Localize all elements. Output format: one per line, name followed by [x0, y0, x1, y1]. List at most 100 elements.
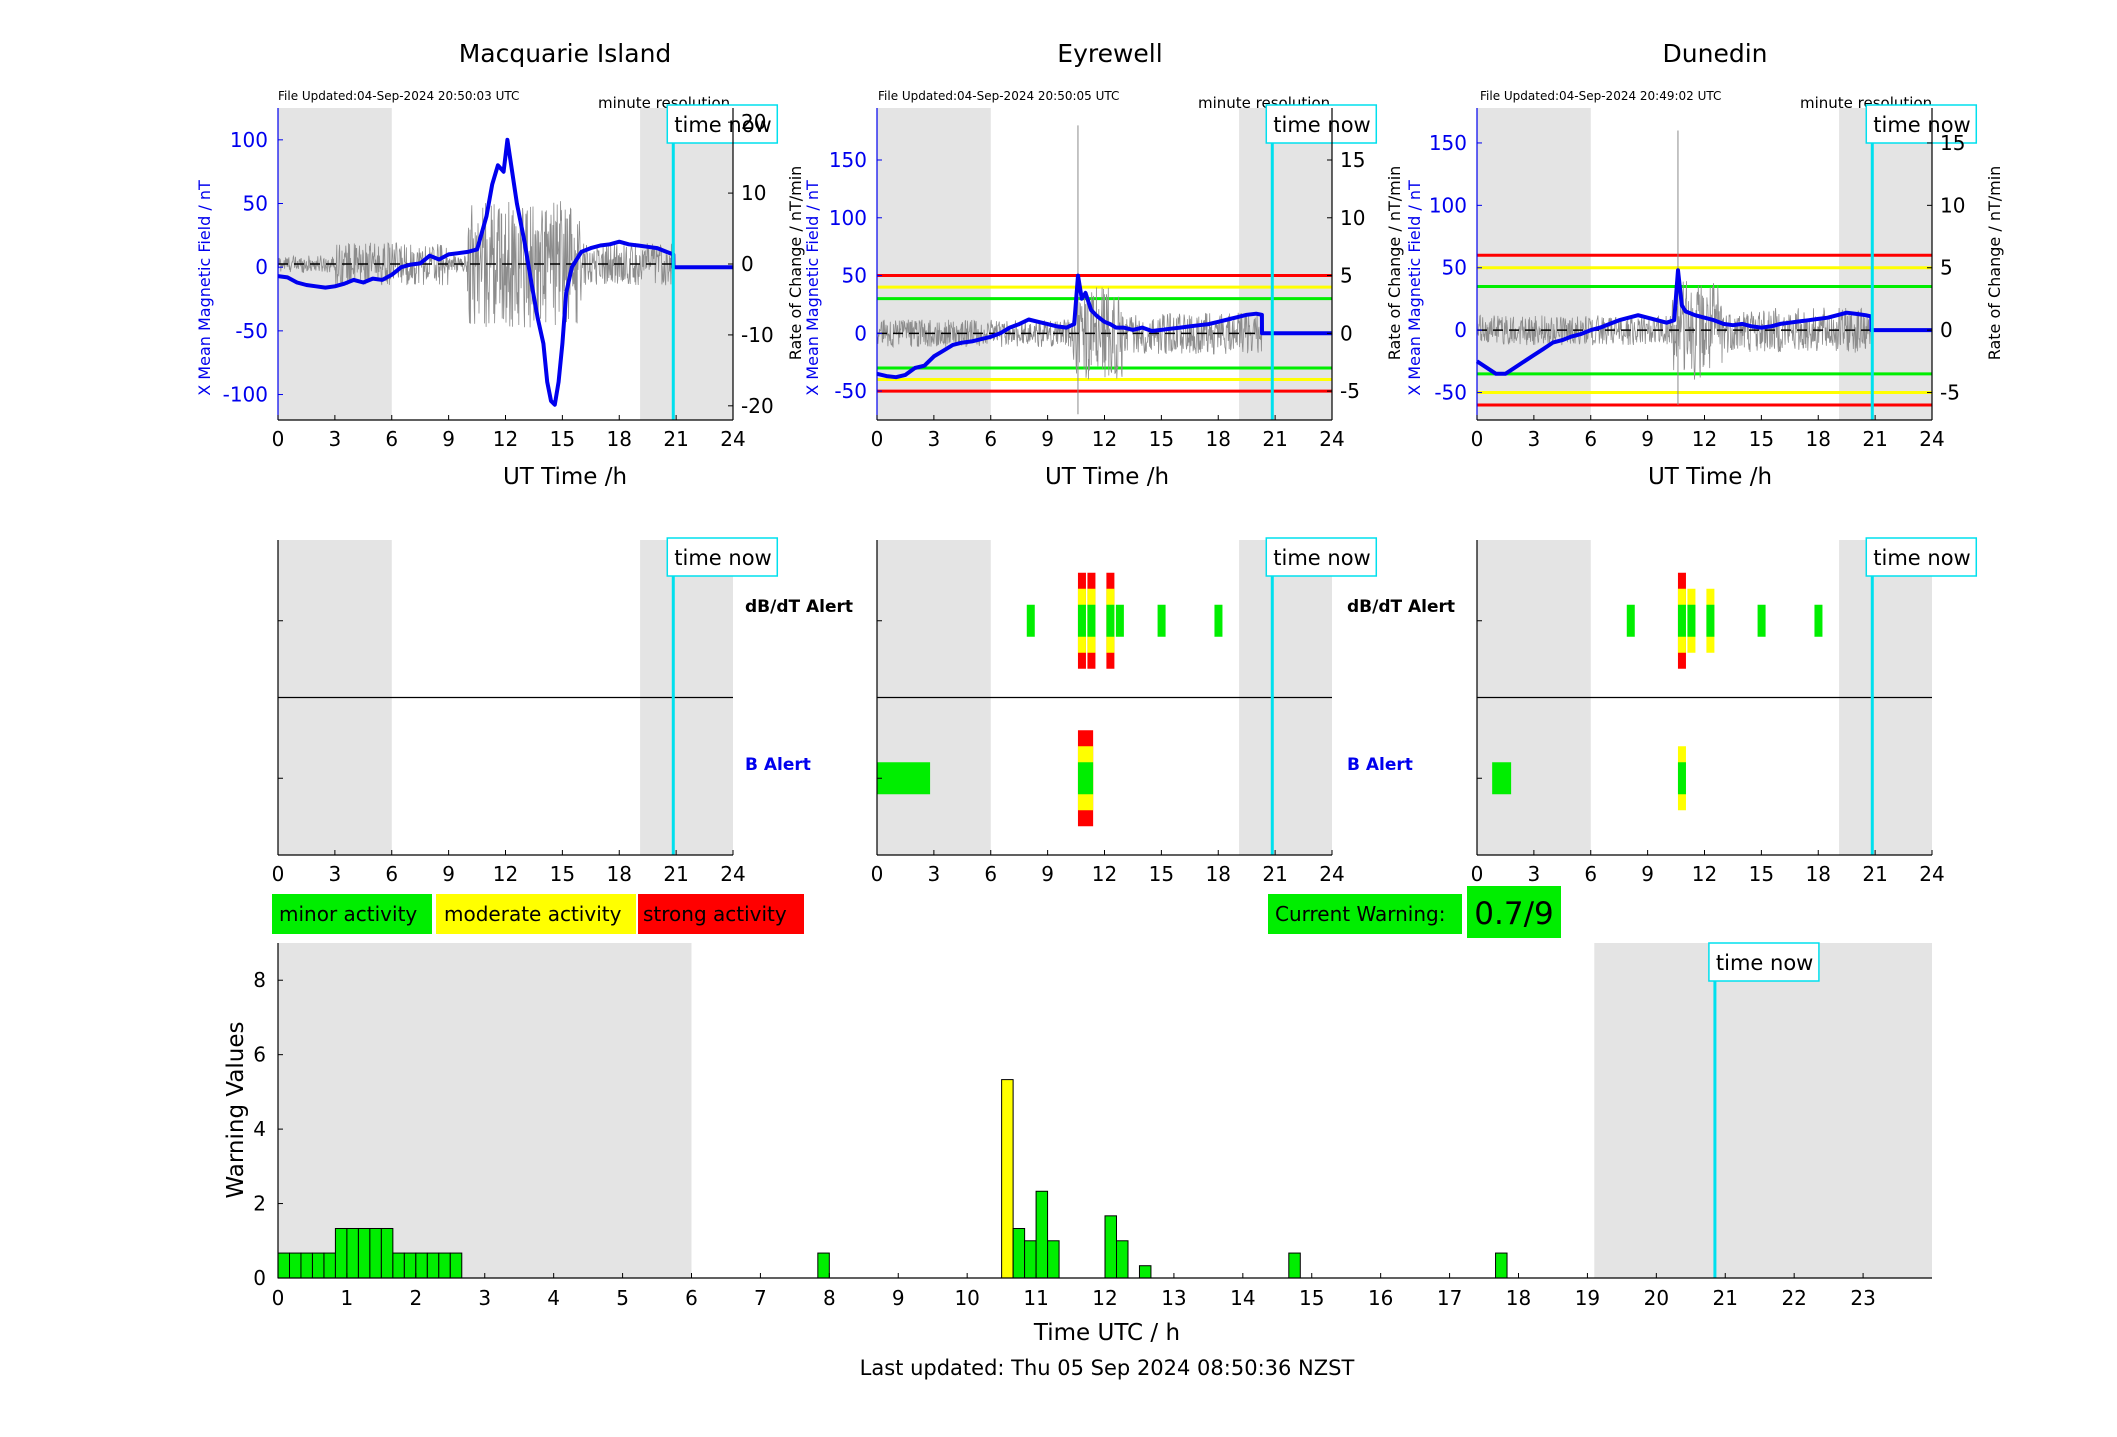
warning-bar — [438, 1252, 451, 1279]
file-updated-eyrewell: File Updated:04-Sep-2024 20:50:05 UTC — [878, 89, 1119, 103]
y-tick-label-right: 10 — [1940, 193, 1965, 217]
time-now-box — [1265, 537, 1378, 577]
y-tick-label-right: 0 — [1340, 321, 1353, 345]
x-tick-label: 0 — [1471, 862, 1484, 886]
ylabel-left-dunedin: X Mean Magnetic Field / nT — [1405, 180, 1424, 396]
x-tick-label: 20 — [1644, 1286, 1669, 1310]
current-warning-label-box — [1268, 894, 1462, 934]
alert-plot-macquarie: time now 0 3 6 9 12 15 18 21 24 — [272, 537, 779, 886]
night-shade — [877, 108, 991, 420]
alert-mark — [1077, 604, 1086, 637]
warning-bar — [277, 1252, 290, 1279]
warning-bar — [403, 1252, 417, 1279]
x-tick-label: 19 — [1575, 1286, 1600, 1310]
warning-bar — [357, 1227, 371, 1279]
warning-bar — [817, 1252, 830, 1279]
warning-bar — [300, 1252, 313, 1279]
time-now-box — [1265, 104, 1378, 144]
x-tick-label: 12 — [1692, 862, 1717, 886]
alert-mark — [877, 762, 931, 795]
x-tick-label: 15 — [1299, 1286, 1324, 1310]
x-tick-label: 3 — [329, 862, 342, 886]
x-tick-label: 12 — [1092, 1286, 1117, 1310]
y-tick-label-right: -20 — [741, 394, 774, 418]
x-tick-label: 11 — [1023, 1286, 1048, 1310]
b-alert-label-2: B Alert — [1347, 755, 1413, 775]
x-tick-label: 3 — [928, 427, 941, 451]
current-warning-label: Current Warning: — [1275, 902, 1445, 926]
x-tick-label: 6 — [385, 862, 398, 886]
x-tick-label: 12 — [1092, 862, 1117, 886]
x-tick-label: 24 — [720, 862, 745, 886]
time-now-label: time now — [1273, 113, 1370, 137]
x-tick-label: 21 — [1262, 427, 1287, 451]
mean-field-line — [876, 273, 1332, 380]
x-tick-label: 18 — [607, 427, 632, 451]
time-now-label: time now — [1873, 113, 1970, 137]
warning-bar — [1288, 1252, 1301, 1279]
x-tick-label: 7 — [754, 1286, 767, 1310]
x-tick-label: 3 — [1528, 862, 1541, 886]
night-shade — [1594, 943, 1932, 1278]
night-shade — [1239, 108, 1332, 420]
current-warning-value: 0.7/9 — [1474, 896, 1553, 932]
mean-field-line — [1475, 268, 1932, 376]
station-title-macquarie: Macquarie Island — [459, 39, 672, 68]
warning-bar — [346, 1227, 359, 1279]
y-tick-label-right: 0 — [1940, 318, 1953, 342]
alert-mark — [1214, 604, 1223, 637]
rate-of-change-line — [277, 201, 674, 328]
alert-plot-dunedin: time now 0 3 6 9 12 15 18 21 24 — [1471, 537, 1978, 886]
time-now-box — [1865, 537, 1978, 577]
time-now-box — [666, 537, 779, 577]
alert-mark — [1677, 604, 1686, 637]
x-tick-label: 9 — [1041, 427, 1054, 451]
alert-mark — [1706, 604, 1715, 637]
x-tick-label: 6 — [385, 427, 398, 451]
ylabel-right-dunedin: Rate of Change / nT/min — [1985, 166, 2004, 361]
y-tick-label-left: 100 — [1429, 193, 1467, 217]
alert-mark — [1757, 604, 1766, 637]
y-tick-label-left: 100 — [829, 206, 867, 230]
xlabel-macquarie: UT Time /h — [503, 464, 627, 490]
x-tick-label: 3 — [478, 1286, 491, 1310]
x-tick-label: 24 — [1319, 427, 1344, 451]
x-tick-label: 0 — [272, 862, 285, 886]
b-alert-label-1: B Alert — [745, 755, 811, 775]
alert-mark — [1814, 604, 1823, 637]
warning-bar — [1116, 1240, 1129, 1279]
x-tick-label: 21 — [1262, 862, 1287, 886]
y-tick-label-right: 10 — [741, 181, 766, 205]
time-now-box — [1865, 104, 1978, 144]
warning-bar — [1138, 1265, 1152, 1279]
x-tick-label: 21 — [1713, 1286, 1738, 1310]
y-tick-label-right: 15 — [1940, 131, 1965, 155]
x-tick-label: 13 — [1161, 1286, 1186, 1310]
y-tick-label-left: -50 — [834, 379, 867, 403]
warning-bar — [323, 1252, 336, 1279]
x-tick-label: 15 — [1749, 427, 1774, 451]
time-now-box — [666, 104, 779, 144]
x-tick-label: 0 — [871, 427, 884, 451]
legend-minor-label: minor activity — [279, 902, 417, 926]
time-now-label: time now — [1273, 546, 1370, 570]
warning-bar — [1024, 1240, 1037, 1279]
y-tick-label-left: -50 — [1434, 381, 1467, 405]
bottom-ylabel: Warning Values — [223, 1021, 249, 1198]
y-tick-label-right: 20 — [741, 110, 766, 134]
time-now-box — [1708, 942, 1820, 982]
y-tick-label-left: 0 — [1454, 318, 1467, 342]
file-updated-macquarie: File Updated:04-Sep-2024 20:50:03 UTC — [278, 89, 519, 103]
legend-strong-swatch — [638, 894, 804, 934]
time-now-label: time now — [1716, 951, 1813, 975]
y-tick-label-right: 0 — [741, 252, 754, 276]
x-tick-label: 15 — [1749, 862, 1774, 886]
warning-bar — [1035, 1190, 1049, 1279]
warning-bar — [1012, 1227, 1026, 1279]
x-tick-label: 6 — [1584, 862, 1597, 886]
x-tick-label: 21 — [663, 862, 688, 886]
legend-moderate-label: moderate activity — [444, 902, 622, 926]
time-now-label: time now — [1873, 546, 1970, 570]
